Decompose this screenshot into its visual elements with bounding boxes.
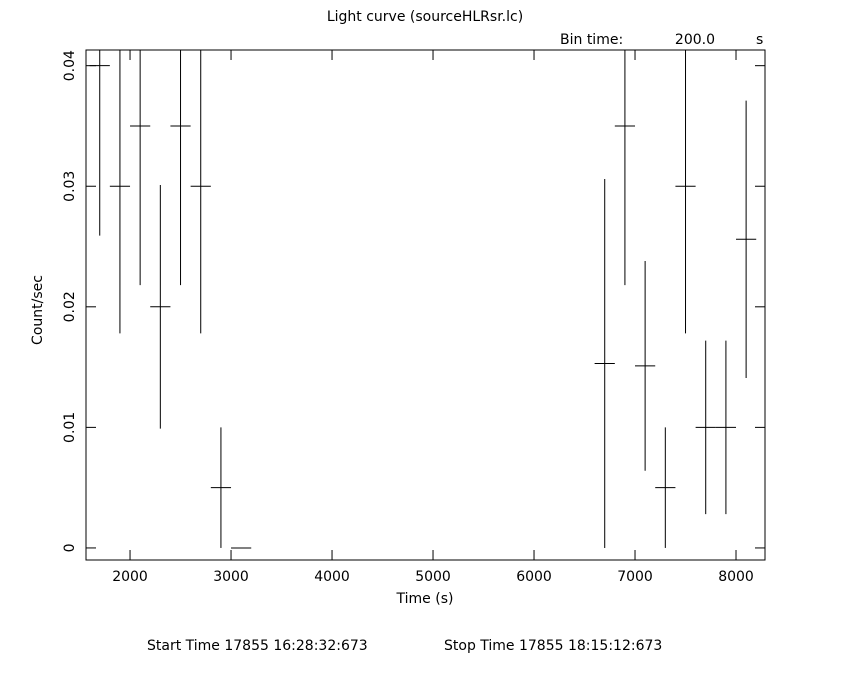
stop-time: Stop Time 17855 18:15:12:673 xyxy=(444,638,662,654)
x-tick-label: 6000 xyxy=(516,569,552,585)
x-tick-label: 8000 xyxy=(718,569,754,585)
y-tick-label: 0.01 xyxy=(62,412,78,443)
y-tick-label: 0 xyxy=(62,543,78,552)
x-tick-label: 7000 xyxy=(617,569,653,585)
bin-time-value: 200.0 xyxy=(675,32,715,48)
data-marks xyxy=(89,50,757,549)
x-tick-label: 5000 xyxy=(415,569,451,585)
y-tick-label: 0.02 xyxy=(62,291,78,322)
x-tick-label: 2000 xyxy=(112,569,148,585)
x-axis-label: Time (s) xyxy=(396,591,454,607)
y-tick-label: 0.04 xyxy=(62,50,78,81)
bin-time-label: Bin time: xyxy=(560,32,623,48)
y-axis-label: Count/sec xyxy=(30,275,46,345)
x-tick-label: 4000 xyxy=(314,569,350,585)
x-tick-label: 3000 xyxy=(213,569,249,585)
y-tick-label: 0.03 xyxy=(62,171,78,202)
bin-time-unit: s xyxy=(756,32,763,48)
chart-title: Light curve (sourceHLRsr.lc) xyxy=(327,9,523,25)
plot-frame xyxy=(85,49,766,561)
start-time: Start Time 17855 16:28:32:673 xyxy=(147,638,368,654)
